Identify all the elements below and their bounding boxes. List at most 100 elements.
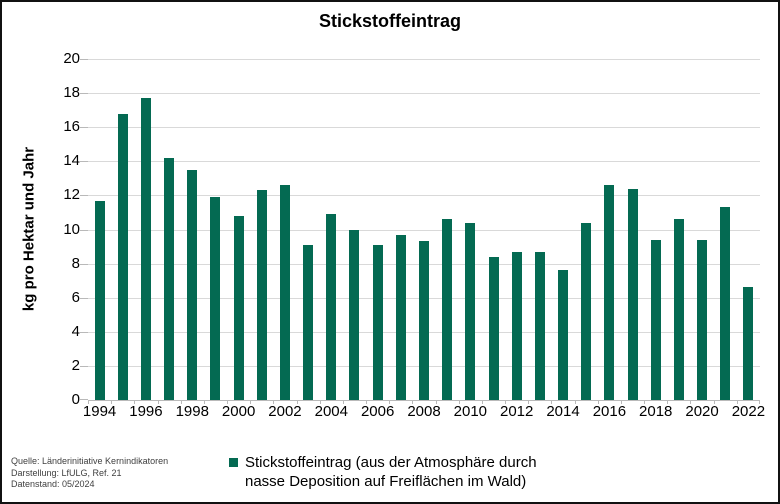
x-axis-tick-label: 2022 <box>731 403 766 420</box>
bar-2017 <box>627 188 638 400</box>
bar-2003 <box>303 244 314 400</box>
bar-2006 <box>372 244 383 400</box>
x-axis-tick <box>319 400 321 404</box>
bar-2020 <box>697 239 708 400</box>
bar-2022 <box>743 287 754 400</box>
x-axis-tick-label: 2016 <box>592 403 627 420</box>
x-axis-tick <box>667 400 669 404</box>
x-axis-tick <box>111 400 113 404</box>
legend: Stickstoffeintrag (aus der Atmosphäre du… <box>229 453 537 491</box>
y-axis-tick-label: 16 <box>63 118 80 136</box>
x-axis-tick <box>273 400 275 404</box>
y-axis-tick <box>80 195 88 197</box>
y-axis-tick-label: 8 <box>71 254 80 272</box>
y-axis-tick-label: 14 <box>63 152 80 170</box>
y-axis-tick <box>80 161 88 163</box>
x-axis-tick <box>597 400 599 404</box>
y-axis-tick <box>80 59 88 60</box>
x-axis-tick <box>296 400 298 404</box>
bar-2015 <box>581 222 592 400</box>
y-axis-tick-label: 2 <box>71 356 80 374</box>
source-line-quelle: Quelle: Länderinitiative Kernindikatoren <box>11 456 169 466</box>
source-line-darstellung: Darstellung: LfULG, Ref. 21 <box>11 467 122 478</box>
x-axis-tick-label: 2010 <box>453 403 488 420</box>
gridline <box>88 59 760 60</box>
x-axis-tick <box>759 400 760 404</box>
x-axis-tick <box>157 400 159 404</box>
bar-2008 <box>419 241 429 400</box>
x-axis-tick-label: 1994 <box>82 403 117 420</box>
bar-2004 <box>326 214 337 400</box>
y-axis-tick-label: 12 <box>63 186 80 204</box>
x-axis-tick <box>203 400 205 404</box>
x-axis-tick <box>88 400 89 404</box>
bar-2007 <box>395 234 406 400</box>
y-axis-tick-label: 6 <box>71 288 80 306</box>
y-axis-tick-label: 0 <box>71 391 80 408</box>
bar-1996 <box>140 98 151 400</box>
source-line-datenstand: Datenstand: 05/2024 <box>11 479 95 489</box>
x-axis-labels: 1994 1996 1998 2000 2002 2004 2006 2008 2010 2012… <box>83 403 765 421</box>
x-axis-tick <box>412 400 414 404</box>
x-axis-tick <box>528 400 530 404</box>
bar-2016 <box>604 185 615 400</box>
x-axis-tick <box>250 400 252 404</box>
bar-2019 <box>673 219 684 400</box>
bar-2009 <box>442 219 453 400</box>
bar-2011 <box>488 256 499 400</box>
bar-2014 <box>558 270 569 400</box>
bar-2000 <box>233 215 244 400</box>
y-axis-tick-label: 10 <box>63 220 80 238</box>
x-axis-tick <box>551 400 553 404</box>
y-axis-tick-label: 20 <box>63 50 80 67</box>
gridline <box>88 195 760 197</box>
y-axis-tick-label: 4 <box>71 322 80 340</box>
bar-2013 <box>534 251 545 400</box>
bar-2012 <box>511 251 522 400</box>
x-axis-tick <box>620 400 622 404</box>
x-axis-tick <box>574 400 576 404</box>
x-axis-tick-label: 2000 <box>221 403 256 420</box>
bar-2021 <box>720 207 731 400</box>
x-axis-tick <box>227 400 229 404</box>
x-axis-tick <box>366 400 368 404</box>
x-axis-tick <box>435 400 437 404</box>
x-axis-tick <box>644 400 646 404</box>
y-axis-tick <box>80 365 88 367</box>
bar-2018 <box>650 239 661 400</box>
legend-marker-swatch <box>229 458 238 467</box>
gridline <box>88 229 760 231</box>
x-axis-tick-label: 2018 <box>639 403 673 420</box>
x-axis-tick <box>342 400 344 404</box>
bar-2010 <box>465 222 476 400</box>
x-axis-tick <box>134 400 136 404</box>
y-axis-tick <box>80 263 88 265</box>
x-axis-tick-label: 2014 <box>546 403 580 420</box>
y-axis-tick-label: 18 <box>63 84 80 102</box>
x-axis-tick <box>713 400 715 404</box>
x-axis-tick <box>458 400 460 404</box>
bar-1995 <box>117 113 128 400</box>
y-axis-tick <box>80 297 88 299</box>
x-axis-tick-label: 2020 <box>685 403 719 420</box>
x-axis-tick-label: 2012 <box>500 403 534 420</box>
x-axis-tick <box>180 400 182 404</box>
bar-1999 <box>210 197 221 400</box>
x-axis-tick-label: 1996 <box>129 403 163 420</box>
x-axis-tick-label: 2008 <box>407 403 441 420</box>
bar-1998 <box>187 169 198 400</box>
x-axis-tick <box>736 400 738 404</box>
x-axis-tick <box>481 400 483 404</box>
bar-2001 <box>256 190 267 400</box>
y-axis-tick <box>80 229 88 231</box>
gridline <box>88 127 760 129</box>
bar-1997 <box>164 157 175 400</box>
gridline <box>88 93 760 95</box>
legend-label: Stickstoffeintrag (aus der Atmosphäre du… <box>245 453 537 491</box>
plot-area <box>80 59 760 404</box>
bar-2002 <box>279 185 290 400</box>
x-axis-tick <box>389 400 391 404</box>
y-axis-tick <box>80 93 88 95</box>
chart-title: Stickstoffeintrag <box>318 11 462 31</box>
